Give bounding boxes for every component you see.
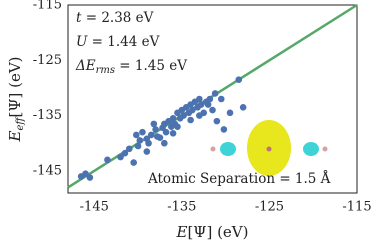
scatter-point xyxy=(82,170,89,177)
scatter-point xyxy=(133,131,140,139)
scatter-point xyxy=(86,174,94,181)
scatter-point xyxy=(169,129,177,137)
scatter-point xyxy=(161,139,168,147)
annotation-part: = 1.45 eV xyxy=(115,58,187,74)
scatter-point xyxy=(197,101,205,108)
scatter-point xyxy=(196,95,203,103)
scatter-point xyxy=(209,106,216,114)
scatter-point xyxy=(187,116,194,124)
x-tick-label: -125 xyxy=(255,200,284,215)
scatter-point xyxy=(204,101,212,108)
plot-frame xyxy=(67,4,358,194)
scatter-point xyxy=(235,76,243,83)
label-part: eff xyxy=(15,116,26,131)
scatter-point xyxy=(162,128,170,136)
atom xyxy=(266,146,272,152)
scatter-point xyxy=(156,134,164,142)
scatter-point xyxy=(136,137,144,144)
scatter-point xyxy=(104,156,111,164)
scatter-point xyxy=(206,95,214,103)
annotation: t = 2.38 eV xyxy=(76,10,154,26)
y-tick-label: -135 xyxy=(33,108,62,123)
scatter-point xyxy=(117,153,124,161)
scatter-point xyxy=(169,115,177,122)
label-part: E xyxy=(6,131,24,143)
annotation-part: rms xyxy=(96,65,115,76)
orbital-lobe xyxy=(220,142,236,156)
scatter-point xyxy=(213,117,221,125)
scatter-point xyxy=(217,95,225,103)
scatter-point xyxy=(134,142,142,150)
x-axis-label: E[Ψ] (eV) xyxy=(176,223,249,241)
scatter-point xyxy=(139,128,146,136)
y-tick-label: -115 xyxy=(33,0,62,13)
scatter-point xyxy=(196,112,203,119)
scatter-point xyxy=(174,123,181,130)
x-tick-label: -145 xyxy=(80,200,109,215)
scatter-point xyxy=(211,90,219,97)
label-part: [Ψ] (eV) xyxy=(187,223,248,241)
label-part: E xyxy=(176,223,188,241)
scatter-point xyxy=(150,120,158,128)
scatter-point xyxy=(145,139,152,147)
annotation-part: Atomic Separation = 1.5 Å xyxy=(147,171,331,187)
annotation: U = 1.44 eV xyxy=(76,34,160,50)
orbital-lobe xyxy=(303,142,319,156)
annotation: Atomic Separation = 1.5 Å xyxy=(147,171,331,187)
scatter-point xyxy=(220,126,228,133)
atom xyxy=(322,146,328,152)
scatter-point xyxy=(126,145,133,153)
scatter-point xyxy=(147,131,155,139)
inset-molecule xyxy=(210,120,328,176)
x-tick-label: -135 xyxy=(167,200,196,215)
annotation: ΔErms = 1.45 eV xyxy=(75,58,187,76)
scatter-point xyxy=(226,109,234,117)
x-tick-label: -115 xyxy=(342,200,371,215)
scatter-point xyxy=(189,106,196,114)
annotation-part: t xyxy=(76,10,82,26)
scatter-point xyxy=(180,112,187,119)
y-tick-label: -145 xyxy=(33,163,62,178)
annotation-part: = 1.44 eV xyxy=(87,34,159,50)
y-axis-label: Eeff[Ψ] (eV) xyxy=(6,56,26,142)
annotation-part: U xyxy=(76,34,88,50)
scatter-point xyxy=(121,149,129,157)
scatter-point xyxy=(152,126,159,133)
scatter-point xyxy=(143,148,151,155)
y-tick-label: -125 xyxy=(33,53,62,68)
scatter-point xyxy=(239,103,247,111)
atom xyxy=(210,146,216,152)
diagonal-line xyxy=(67,3,358,189)
label-part: [Ψ] (eV) xyxy=(6,56,24,117)
annotation-part: ΔE xyxy=(75,58,96,74)
annotation-part: = 2.38 eV xyxy=(81,10,153,26)
scatter-point xyxy=(130,159,137,166)
